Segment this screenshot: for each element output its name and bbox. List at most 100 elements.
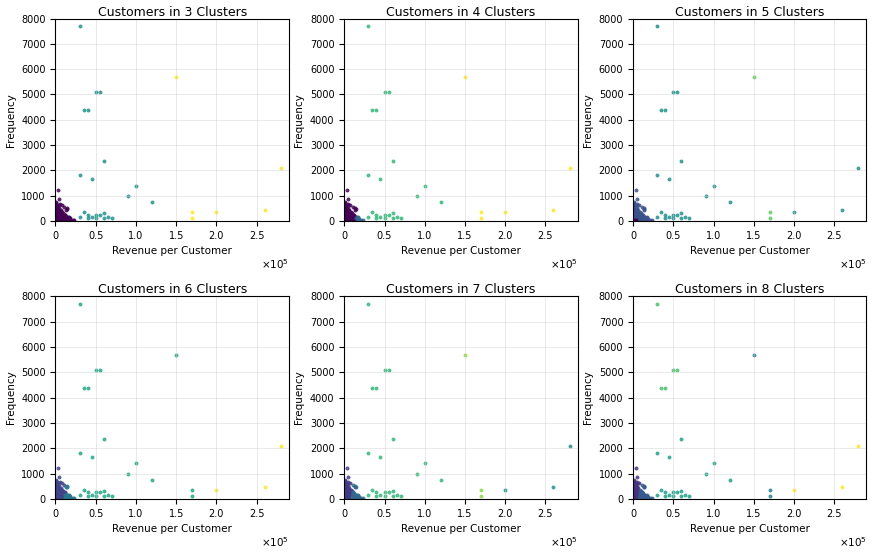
Point [60,212,74,221]
Point [56,489,70,498]
Point [338,487,352,496]
Point [50,491,64,500]
Point [63,216,77,225]
Point [51,488,65,497]
Point [630,215,644,223]
Point [339,215,353,223]
Point [49,215,63,224]
Point [50,210,64,218]
Point [49,492,63,501]
Point [636,210,650,219]
Point [632,212,646,221]
Point [628,212,642,221]
Point [627,213,641,222]
Point [629,488,643,497]
Y-axis label: Frequency: Frequency [583,371,593,425]
Point [344,210,358,219]
Point [50,216,64,225]
Point [50,210,64,219]
Point [59,215,73,223]
Point [337,494,351,503]
Point [337,494,351,503]
Point [338,489,352,498]
Point [52,489,66,498]
Point [344,216,358,225]
Point [627,483,641,492]
Point [630,473,644,482]
Point [627,216,641,225]
Point [382,210,396,219]
Point [627,492,641,500]
Point [63,214,77,223]
Point [640,494,654,503]
Point [337,207,351,216]
Point [340,215,354,223]
Point [185,486,199,494]
Point [50,213,64,222]
Point [338,215,352,223]
Point [341,494,355,503]
Point [50,486,64,495]
Point [342,488,356,497]
Point [339,493,353,502]
Point [50,492,64,500]
Point [347,493,361,502]
Point [49,208,63,217]
Point [341,213,355,222]
Point [59,483,73,492]
Point [338,493,352,502]
Point [630,492,644,501]
Point [97,435,111,444]
Point [51,215,65,224]
Point [627,494,641,503]
Point [51,216,65,225]
Point [373,453,387,462]
Point [52,492,66,501]
Point [629,484,643,493]
Point [626,214,640,223]
Point [58,211,72,220]
Point [630,494,644,503]
Point [54,483,68,492]
Point [626,204,640,213]
Point [344,494,358,503]
Point [338,211,352,220]
Point [57,215,71,223]
Point [627,213,641,222]
Point [345,215,359,224]
Point [663,213,677,222]
Point [629,494,643,503]
Point [627,208,641,217]
Point [348,492,362,501]
Point [640,216,654,225]
Point [92,87,106,96]
Point [378,87,392,96]
Point [354,494,368,503]
Point [338,494,352,503]
Point [634,211,648,220]
Point [626,493,640,502]
Point [65,216,79,225]
Point [627,210,641,218]
Point [626,213,640,222]
Point [626,216,640,225]
Point [637,483,651,492]
Point [337,216,351,225]
Point [626,203,640,212]
Point [338,493,352,502]
Point [51,487,65,496]
Point [341,208,355,217]
Point [626,484,640,493]
Point [342,493,356,502]
Point [654,207,668,216]
Point [342,216,356,225]
Point [627,493,641,502]
Point [351,494,364,503]
Point [626,492,640,500]
Point [51,215,65,223]
Point [77,383,91,392]
Point [342,492,356,501]
Point [55,491,69,500]
Point [337,204,351,213]
Point [51,213,65,222]
